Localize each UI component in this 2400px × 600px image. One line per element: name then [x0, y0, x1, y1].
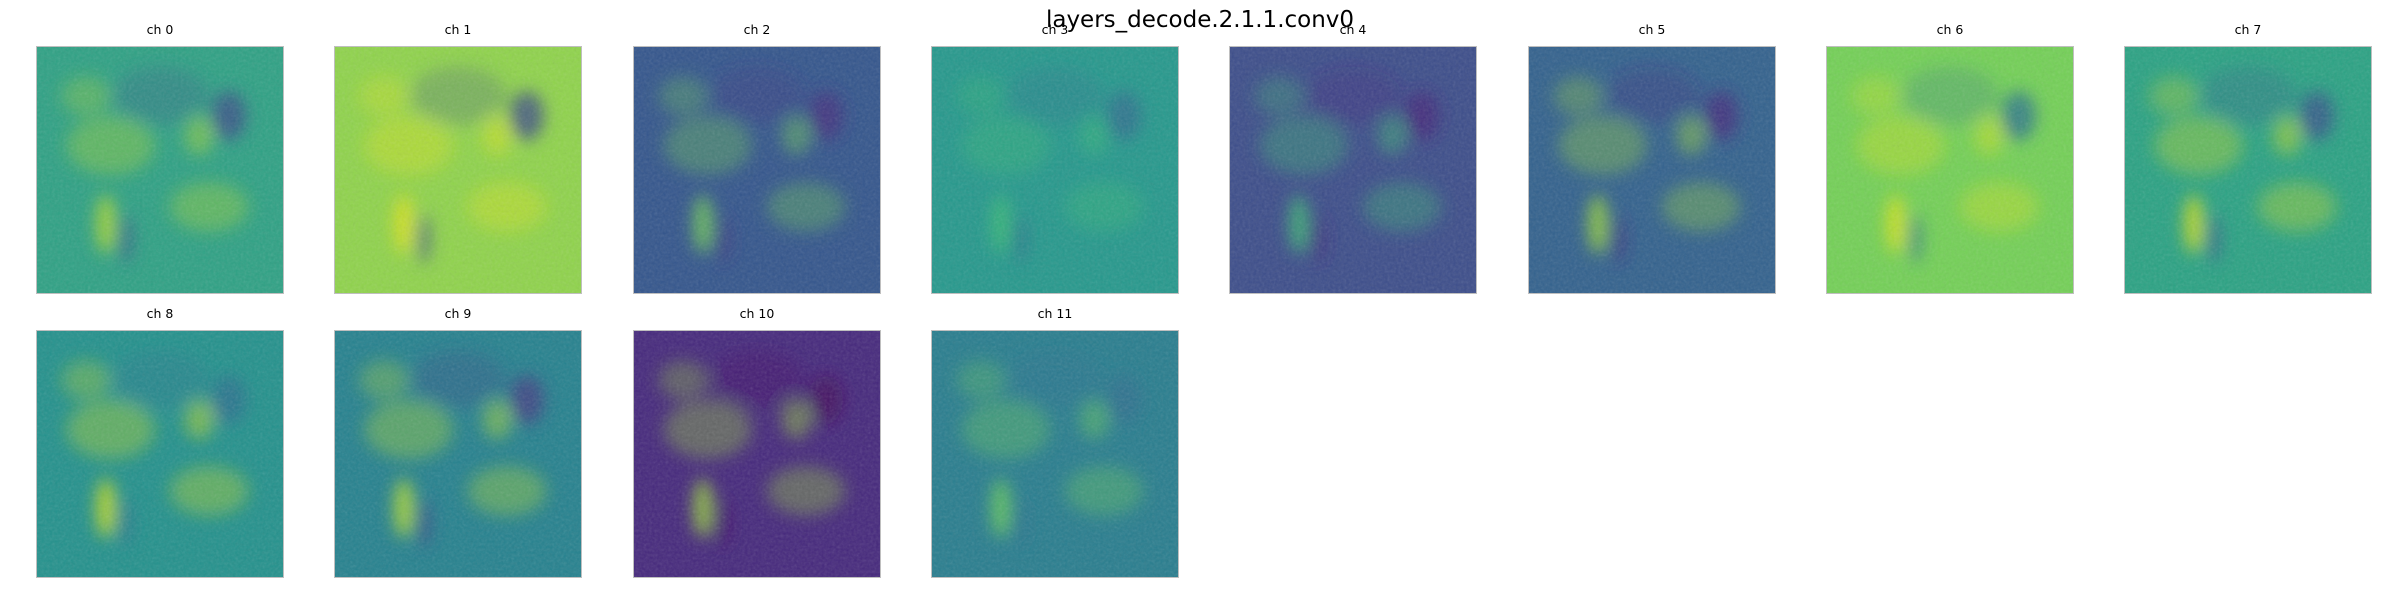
channel-label: ch 11 [1037, 306, 1073, 321]
channel-label: ch 4 [1339, 22, 1367, 37]
heatmap-noise [1230, 47, 1476, 293]
heatmap-noise [932, 331, 1178, 577]
channel-label: ch 1 [444, 22, 472, 37]
channel-label: ch 2 [743, 22, 771, 37]
figure-title: layers_decode.2.1.1.conv0 [1045, 7, 1355, 33]
channel-panel: ch 6 [1826, 22, 2074, 294]
channel-label: ch 0 [146, 22, 174, 37]
heatmap-noise [2125, 47, 2371, 293]
channel-label: ch 5 [1638, 22, 1666, 37]
channel-panel: ch 3 [931, 22, 1179, 294]
feature-map-heatmap [931, 330, 1179, 578]
channel-panel: ch 9 [334, 306, 582, 578]
channel-label: ch 7 [2234, 22, 2262, 37]
feature-map-heatmap [633, 330, 881, 578]
feature-map-heatmap [36, 46, 284, 294]
heatmap-noise [634, 47, 880, 293]
channel-panel: ch 1 [334, 22, 582, 294]
heatmap-noise [335, 47, 581, 293]
feature-map-heatmap [633, 46, 881, 294]
channel-label: ch 9 [444, 306, 472, 321]
heatmap-noise [932, 47, 1178, 293]
channel-panel: ch 8 [36, 306, 284, 578]
channel-panel: ch 5 [1528, 22, 1776, 294]
heatmap-noise [37, 47, 283, 293]
channel-panel: ch 0 [36, 22, 284, 294]
feature-map-heatmap [1826, 46, 2074, 294]
feature-map-heatmap [1229, 46, 1477, 294]
channel-panel: ch 11 [931, 306, 1179, 578]
feature-map-heatmap [36, 330, 284, 578]
channel-panel: ch 4 [1229, 22, 1477, 294]
feature-map-heatmap [2124, 46, 2372, 294]
heatmap-noise [335, 331, 581, 577]
feature-map-heatmap [334, 330, 582, 578]
channel-panel: ch 7 [2124, 22, 2372, 294]
heatmap-noise [1827, 47, 2073, 293]
feature-map-heatmap [931, 46, 1179, 294]
feature-map-heatmap [334, 46, 582, 294]
heatmap-noise [37, 331, 283, 577]
channel-label: ch 10 [739, 306, 775, 321]
heatmap-noise [634, 331, 880, 577]
channel-panel: ch 2 [633, 22, 881, 294]
feature-map-heatmap [1528, 46, 1776, 294]
channel-panel: ch 10 [633, 306, 881, 578]
heatmap-noise [1529, 47, 1775, 293]
channel-label: ch 6 [1936, 22, 1964, 37]
channel-label: ch 3 [1041, 22, 1069, 37]
channel-label: ch 8 [146, 306, 174, 321]
